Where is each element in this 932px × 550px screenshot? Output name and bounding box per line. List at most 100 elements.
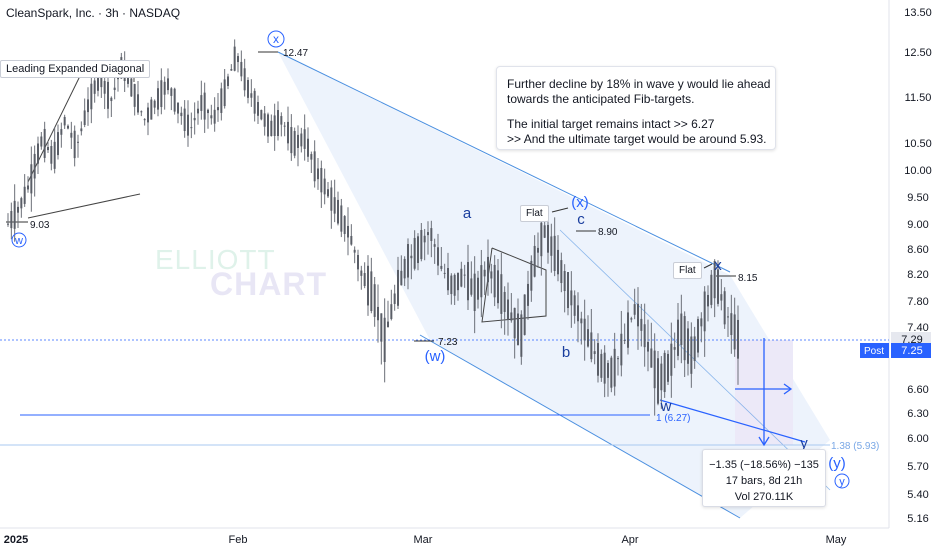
candle-body	[720, 294, 723, 301]
wave-y-circle-ring	[834, 473, 850, 489]
candle-body	[177, 102, 179, 114]
price-7-23-label: 7.23	[438, 337, 458, 348]
candles	[7, 39, 739, 416]
candle-body	[613, 348, 616, 387]
x-tick-label: 2025	[4, 534, 28, 546]
candle-body	[493, 264, 496, 298]
candle-body	[197, 108, 199, 114]
wave-w-circle-ring	[11, 232, 27, 248]
candle-body	[737, 319, 739, 359]
candle-body	[557, 249, 559, 275]
candle-body	[230, 69, 233, 71]
channel-lower-line	[419, 334, 741, 519]
candle-body	[677, 319, 679, 356]
wave-c-label: c	[577, 211, 585, 228]
candle-body	[523, 294, 526, 335]
candle-body	[347, 225, 349, 238]
candle-body	[250, 93, 253, 98]
candle-body	[73, 130, 76, 159]
candle-body	[543, 225, 546, 238]
candle-body	[377, 306, 379, 321]
post-tag-box	[860, 343, 889, 358]
candle-body	[283, 125, 286, 127]
y-tick-label: 11.50	[905, 92, 932, 104]
candle-body	[27, 185, 29, 190]
candle-body	[383, 317, 386, 362]
candle-body	[647, 341, 649, 352]
candle-body	[140, 111, 143, 113]
candle-body	[527, 283, 529, 306]
wave-y-circle-label: y	[839, 476, 845, 488]
candle-body	[623, 339, 626, 341]
candle-body	[687, 328, 689, 364]
wave-x-circle-ring	[267, 30, 285, 48]
price-8-15-label: 8.15	[738, 273, 758, 284]
candle-body	[393, 293, 396, 304]
candle-body	[150, 99, 153, 120]
candle-body	[37, 143, 39, 164]
candle-body	[320, 167, 323, 193]
candle-body	[463, 274, 466, 276]
diagonal-upper-line	[27, 75, 81, 183]
candle-body	[713, 260, 716, 299]
candle-body	[447, 268, 449, 291]
candle-body	[483, 269, 486, 277]
candle-body	[700, 318, 703, 327]
wave-w-paren-label: (w)	[425, 348, 446, 365]
flat1-arrow	[551, 207, 569, 213]
candle-body	[137, 94, 139, 113]
y-tick-label: 5.40	[907, 489, 928, 501]
candle-body	[50, 146, 53, 164]
wave-b-label: b	[562, 344, 570, 361]
candle-body	[603, 352, 606, 384]
candle-body	[387, 321, 389, 328]
price-9-03-label: 9.03	[30, 220, 50, 231]
candle-body	[513, 307, 516, 339]
candle-body	[237, 56, 239, 63]
candle-body	[30, 164, 33, 194]
candle-body	[637, 303, 639, 327]
candle-body	[260, 109, 263, 120]
candle-body	[333, 197, 336, 214]
candle-body	[257, 102, 259, 116]
watermark-chart: CHART	[210, 266, 327, 302]
candle-body	[627, 312, 629, 348]
candle-body	[337, 199, 339, 224]
fib-1-label: 1 (6.27)	[656, 413, 690, 424]
wave-y-label: y	[800, 435, 808, 452]
candle-body	[243, 68, 246, 91]
candle-body	[650, 348, 653, 368]
candle-body	[53, 141, 56, 169]
flat2-label: Flat	[673, 262, 702, 279]
candle-body	[117, 77, 119, 80]
candle-body	[287, 121, 289, 144]
candle-body	[70, 132, 73, 138]
candle-body	[427, 232, 429, 236]
candle-body	[247, 80, 249, 98]
price-12-47-label: 12.47	[283, 48, 308, 59]
candle-body	[127, 75, 129, 84]
note-line-3: The initial target remains intact >> 6.2…	[507, 117, 715, 131]
wave-w-label: w	[660, 398, 672, 415]
candle-body	[503, 291, 506, 312]
candle-body	[583, 318, 586, 341]
post-price-label: 7.25	[901, 345, 922, 357]
candle-body	[47, 147, 49, 151]
y-tick-label: 5.70	[907, 461, 928, 473]
candle-body	[360, 270, 363, 276]
candle-body	[653, 350, 656, 389]
candle-body	[330, 187, 333, 211]
candle-body	[610, 357, 613, 388]
candle-body	[470, 278, 473, 295]
wave-y-paren-label: (y)	[828, 455, 846, 472]
candle-body	[220, 88, 223, 113]
candle-body	[7, 223, 9, 225]
candle-body	[213, 109, 216, 124]
candle-body	[633, 304, 636, 315]
channel-fill	[278, 52, 830, 518]
candle-body	[400, 270, 403, 286]
candle-body	[167, 78, 169, 91]
candle-body	[77, 141, 79, 143]
candle-body	[240, 61, 243, 77]
measure-line-3: Vol 270.11K	[734, 491, 794, 503]
